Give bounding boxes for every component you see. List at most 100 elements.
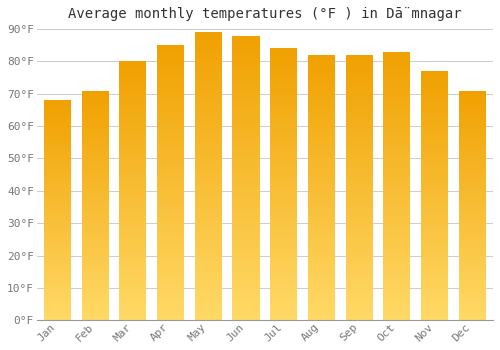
Bar	[308, 132, 335, 133]
Bar	[270, 198, 297, 199]
Bar	[346, 164, 372, 165]
Bar	[421, 257, 448, 258]
Bar	[232, 88, 260, 90]
Bar	[308, 261, 335, 262]
Bar	[232, 114, 260, 115]
Bar	[458, 161, 486, 162]
Bar	[270, 187, 297, 188]
Bar	[421, 149, 448, 151]
Bar	[194, 268, 222, 270]
Bar	[384, 299, 410, 300]
Bar	[308, 119, 335, 120]
Bar	[44, 103, 71, 104]
Bar	[120, 274, 146, 275]
Bar	[308, 228, 335, 229]
Bar	[157, 71, 184, 73]
Bar	[120, 223, 146, 224]
Bar	[346, 271, 372, 273]
Bar	[232, 262, 260, 263]
Bar	[458, 194, 486, 195]
Bar	[421, 246, 448, 247]
Bar	[232, 280, 260, 282]
Bar	[384, 287, 410, 288]
Bar	[421, 309, 448, 310]
Bar	[308, 172, 335, 173]
Bar	[270, 84, 297, 85]
Bar	[157, 55, 184, 56]
Bar	[308, 67, 335, 68]
Bar	[346, 222, 372, 223]
Bar	[384, 56, 410, 57]
Bar	[82, 271, 109, 272]
Bar	[44, 121, 71, 122]
Bar	[458, 217, 486, 218]
Bar	[308, 243, 335, 245]
Bar	[157, 45, 184, 47]
Bar	[120, 205, 146, 206]
Bar	[82, 209, 109, 210]
Bar	[120, 263, 146, 265]
Bar	[232, 95, 260, 97]
Bar	[308, 79, 335, 80]
Bar	[384, 52, 410, 53]
Bar	[44, 217, 71, 218]
Bar	[232, 168, 260, 169]
Bar	[308, 304, 335, 306]
Bar	[44, 151, 71, 152]
Bar	[82, 194, 109, 195]
Bar	[232, 139, 260, 141]
Bar	[384, 259, 410, 260]
Bar	[270, 91, 297, 92]
Bar	[82, 272, 109, 273]
Bar	[270, 95, 297, 96]
Bar	[82, 297, 109, 299]
Bar	[232, 271, 260, 272]
Bar	[346, 97, 372, 99]
Bar	[346, 168, 372, 169]
Bar	[270, 223, 297, 224]
Bar	[120, 289, 146, 290]
Bar	[232, 112, 260, 114]
Bar	[44, 146, 71, 148]
Bar	[82, 119, 109, 120]
Bar	[194, 222, 222, 224]
Bar	[194, 253, 222, 254]
Bar	[421, 100, 448, 101]
Bar	[458, 262, 486, 263]
Bar	[346, 233, 372, 234]
Bar	[120, 118, 146, 120]
Bar	[82, 285, 109, 286]
Bar	[458, 247, 486, 248]
Bar	[421, 268, 448, 269]
Bar	[458, 130, 486, 131]
Bar	[308, 92, 335, 93]
Bar	[270, 197, 297, 198]
Bar	[270, 183, 297, 184]
Bar	[384, 281, 410, 283]
Bar	[120, 133, 146, 134]
Bar	[82, 308, 109, 309]
Bar	[270, 202, 297, 203]
Bar	[346, 259, 372, 261]
Bar	[421, 157, 448, 158]
Bar	[346, 75, 372, 76]
Bar	[346, 117, 372, 119]
Bar	[120, 201, 146, 203]
Bar	[120, 87, 146, 89]
Bar	[458, 152, 486, 153]
Bar	[421, 287, 448, 288]
Bar	[194, 214, 222, 215]
Bar	[270, 99, 297, 100]
Bar	[421, 269, 448, 271]
Bar	[44, 261, 71, 262]
Bar	[157, 228, 184, 230]
Bar	[346, 219, 372, 221]
Bar	[346, 124, 372, 125]
Bar	[44, 290, 71, 292]
Bar	[82, 284, 109, 285]
Bar	[44, 196, 71, 197]
Bar	[82, 131, 109, 132]
Bar	[82, 149, 109, 150]
Bar	[458, 135, 486, 137]
Bar	[346, 102, 372, 103]
